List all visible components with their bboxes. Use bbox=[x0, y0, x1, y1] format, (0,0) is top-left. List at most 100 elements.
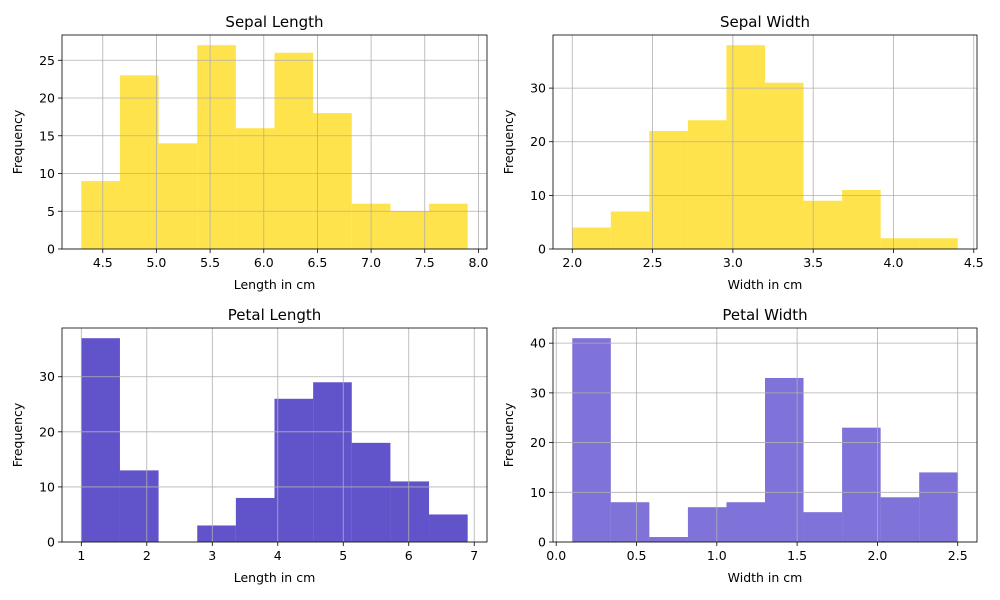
grid-lines bbox=[553, 35, 977, 250]
x-tick-label: 2.0 bbox=[562, 255, 582, 270]
histogram-bar bbox=[197, 525, 236, 542]
x-tick-label: 4.5 bbox=[964, 255, 984, 270]
x-axis-label: Width in cm bbox=[728, 570, 803, 585]
x-tick-label: 4.5 bbox=[93, 255, 113, 270]
histogram-bars bbox=[81, 338, 468, 542]
subplot-title: Sepal Length bbox=[225, 13, 323, 31]
histogram-bar bbox=[235, 128, 275, 249]
y-tick-label: 20 bbox=[530, 435, 546, 450]
y-tick-label: 20 bbox=[39, 91, 55, 106]
y-axis-label: Frequency bbox=[10, 109, 25, 174]
histogram-bar bbox=[81, 181, 120, 249]
axes-frame bbox=[552, 327, 978, 543]
y-tick-label: 30 bbox=[530, 81, 546, 96]
y-tick-label: 40 bbox=[530, 336, 546, 351]
y-tick-label: 30 bbox=[39, 369, 55, 384]
y-tick-label: 10 bbox=[39, 166, 55, 181]
x-tick-label: 4 bbox=[274, 548, 282, 563]
x-tick-label: 0.5 bbox=[627, 548, 647, 563]
subplot-title: Petal Width bbox=[722, 306, 807, 324]
histogram-bar bbox=[158, 143, 198, 249]
y-tick-label: 10 bbox=[530, 188, 546, 203]
histogram-bar bbox=[842, 427, 881, 542]
x-tick-label: 4.0 bbox=[884, 255, 904, 270]
histogram-bar bbox=[919, 472, 958, 542]
y-tick-label: 0 bbox=[47, 535, 55, 550]
x-tick-label: 2 bbox=[143, 548, 151, 563]
histogram-bar bbox=[390, 481, 430, 542]
x-tick-label: 6 bbox=[405, 548, 413, 563]
subplot-title: Sepal Width bbox=[720, 13, 810, 31]
histogram-bar bbox=[726, 502, 765, 542]
axes-frame bbox=[61, 327, 488, 543]
histogram-bar bbox=[765, 377, 804, 542]
subplot-title: Petal Length bbox=[228, 306, 322, 324]
histogram-bar bbox=[649, 131, 688, 249]
histogram-bar bbox=[429, 514, 468, 542]
histogram-bar bbox=[119, 470, 159, 542]
x-tick-label: 2.5 bbox=[643, 255, 663, 270]
histogram-bar bbox=[572, 227, 611, 249]
y-tick-label: 0 bbox=[538, 535, 546, 550]
y-tick-label: 20 bbox=[530, 134, 546, 149]
y-axis-label: Frequency bbox=[501, 109, 516, 174]
histogram-bar bbox=[842, 190, 881, 249]
x-tick-label: 5.5 bbox=[200, 255, 220, 270]
x-axis-label: Length in cm bbox=[234, 277, 316, 292]
y-tick-label: 0 bbox=[47, 242, 55, 257]
histogram-bar bbox=[726, 45, 765, 249]
histogram-bar bbox=[649, 537, 688, 542]
histogram-bar bbox=[390, 211, 430, 249]
x-tick-label: 7.5 bbox=[415, 255, 435, 270]
x-tick-label: 3.5 bbox=[803, 255, 823, 270]
histogram-bar bbox=[274, 52, 314, 249]
subplot-1: 4.5 5.0 5.5 6.0 6.5 7.0 7.5 8.0 0 5 10 15 20 25 Sepal … bbox=[10, 13, 488, 292]
x-tick-label: 1.0 bbox=[707, 548, 727, 563]
histogram-bar bbox=[803, 512, 843, 542]
y-tick-label: 30 bbox=[530, 385, 546, 400]
x-axis-label: Length in cm bbox=[234, 570, 316, 585]
x-tick-label: 5 bbox=[339, 548, 347, 563]
histogram-bar bbox=[313, 113, 352, 249]
x-tick-label: 1.5 bbox=[787, 548, 807, 563]
y-axis-label: Frequency bbox=[501, 402, 516, 467]
histogram-bar bbox=[235, 497, 275, 542]
histogram-bar bbox=[351, 442, 391, 542]
histogram-bar bbox=[274, 398, 314, 542]
x-tick-label: 7.0 bbox=[361, 255, 381, 270]
x-tick-label: 0.0 bbox=[546, 548, 566, 563]
x-tick-label: 2.5 bbox=[948, 548, 968, 563]
histogram-bars bbox=[81, 45, 468, 249]
histogram-bar bbox=[429, 203, 468, 249]
subplot-3: 1 2 3 4 5 6 7 0 10 20 30 Petal Length Length in cm Fr… bbox=[10, 306, 488, 585]
histogram-bar bbox=[765, 82, 804, 249]
x-tick-label: 3.0 bbox=[723, 255, 743, 270]
histogram-bar bbox=[313, 382, 352, 542]
histogram-bar bbox=[687, 120, 727, 249]
x-tick-label: 7 bbox=[470, 548, 478, 563]
x-tick-label: 6.5 bbox=[307, 255, 327, 270]
y-axis-label: Frequency bbox=[10, 402, 25, 467]
x-tick-label: 1 bbox=[77, 548, 85, 563]
y-tick-label: 5 bbox=[47, 204, 55, 219]
axes-frame bbox=[61, 34, 488, 250]
subplot-2: 2.0 2.5 3.0 3.5 4.0 4.5 0 10 20 30 Sepal Width Widt… bbox=[501, 13, 984, 292]
histogram-bar bbox=[880, 497, 920, 542]
x-tick-label: 3 bbox=[208, 548, 216, 563]
histogram-bar bbox=[572, 338, 611, 542]
y-tick-label: 0 bbox=[538, 242, 546, 257]
histogram-bars bbox=[572, 338, 958, 542]
histogram-bar bbox=[81, 338, 120, 542]
y-tick-label: 10 bbox=[39, 479, 55, 494]
histogram-bar bbox=[803, 200, 843, 249]
y-tick-label: 25 bbox=[39, 53, 55, 68]
histogram-bar bbox=[610, 502, 650, 542]
histogram-bar bbox=[610, 211, 650, 249]
histogram-bar bbox=[119, 75, 159, 249]
x-tick-label: 5.0 bbox=[146, 255, 166, 270]
histogram-bar bbox=[880, 238, 920, 249]
y-tick-label: 15 bbox=[39, 128, 55, 143]
x-tick-label: 2.0 bbox=[867, 548, 887, 563]
